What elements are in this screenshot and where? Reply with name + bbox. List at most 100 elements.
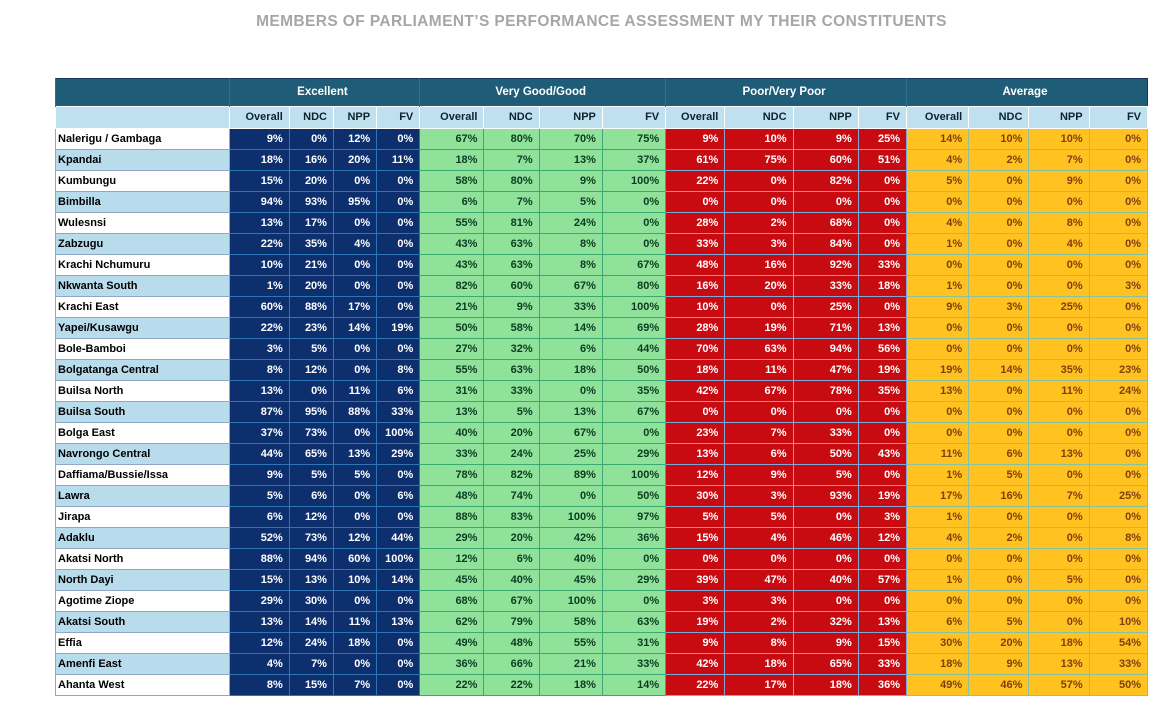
cell-average-npp: 0% xyxy=(1028,254,1090,276)
cell-excellent-ndc: 93% xyxy=(288,191,334,213)
cell-very_good_good-overall: 48% xyxy=(419,485,485,507)
cell-poor_very_poor-overall: 28% xyxy=(665,212,726,234)
cell-excellent-ndc: 12% xyxy=(288,506,334,528)
cell-very_good_good-ndc: 58% xyxy=(483,317,540,339)
cell-average-overall: 1% xyxy=(905,569,970,591)
cell-poor_very_poor-fv: 0% xyxy=(857,296,907,318)
cell-excellent-fv: 0% xyxy=(376,674,421,696)
constituency-name: Adaklu xyxy=(55,527,230,549)
table-row: Effia 12% 24% 18% 0% 49% 48% 55% 31% 9% 8% 9% 15% 30%… xyxy=(55,632,1149,654)
cell-excellent-npp: 13% xyxy=(332,443,378,465)
cell-excellent-ndc: 73% xyxy=(288,422,334,444)
cell-poor_very_poor-npp: 46% xyxy=(792,527,859,549)
cell-average-fv: 0% xyxy=(1088,191,1149,213)
cell-poor_very_poor-npp: 18% xyxy=(792,674,859,696)
cell-excellent-fv: 13% xyxy=(376,611,421,633)
cell-average-overall: 5% xyxy=(905,170,970,192)
cell-poor_very_poor-fv: 0% xyxy=(857,548,907,570)
constituency-name: Akatsi North xyxy=(55,548,230,570)
group-header-excellent: Excellent xyxy=(228,78,420,107)
cell-poor_very_poor-npp: 5% xyxy=(792,464,859,486)
cell-very_good_good-overall: 21% xyxy=(419,296,485,318)
constituency-name: Bolga East xyxy=(55,422,230,444)
cell-average-fv: 0% xyxy=(1088,401,1149,423)
constituency-name: Agotime Ziope xyxy=(55,590,230,612)
cell-average-ndc: 0% xyxy=(968,548,1030,570)
cell-very_good_good-ndc: 79% xyxy=(483,611,540,633)
cell-excellent-overall: 44% xyxy=(228,443,290,465)
cell-poor_very_poor-ndc: 75% xyxy=(724,149,794,171)
constituency-name: Kumbungu xyxy=(55,170,230,192)
page-title: MEMBERS OF PARLIAMENT’S PERFORMANCE ASSE… xyxy=(256,13,947,30)
cell-excellent-ndc: 5% xyxy=(288,338,334,360)
cell-poor_very_poor-ndc: 3% xyxy=(724,233,794,255)
cell-excellent-ndc: 23% xyxy=(288,317,334,339)
cell-excellent-npp: 0% xyxy=(332,422,378,444)
cell-poor_very_poor-overall: 42% xyxy=(665,380,726,402)
cell-excellent-fv: 11% xyxy=(376,149,421,171)
constituency-name: Navrongo Central xyxy=(55,443,230,465)
cell-poor_very_poor-ndc: 9% xyxy=(724,464,794,486)
cell-very_good_good-overall: 22% xyxy=(419,674,485,696)
cell-poor_very_poor-overall: 13% xyxy=(665,443,726,465)
cell-very_good_good-fv: 29% xyxy=(601,443,667,465)
constituency-name: Bimbilla xyxy=(55,191,230,213)
cell-excellent-ndc: 94% xyxy=(288,548,334,570)
cell-average-ndc: 0% xyxy=(968,422,1030,444)
cell-excellent-fv: 33% xyxy=(376,401,421,423)
cell-poor_very_poor-ndc: 17% xyxy=(724,674,794,696)
cell-poor_very_poor-overall: 30% xyxy=(665,485,726,507)
table-row: Akatsi North 88% 94% 60% 100% 12% 6% 40% 0% 0% 0% 0… xyxy=(55,548,1149,570)
cell-poor_very_poor-overall: 16% xyxy=(665,275,726,297)
table-row: Amenfi East 4% 7% 0% 0% 36% 66% 21% 33% 42% 18% 65%… xyxy=(55,653,1149,675)
cell-average-ndc: 3% xyxy=(968,296,1030,318)
cell-average-fv: 0% xyxy=(1088,443,1149,465)
cell-excellent-ndc: 30% xyxy=(288,590,334,612)
cell-very_good_good-npp: 100% xyxy=(538,506,603,528)
cell-poor_very_poor-fv: 18% xyxy=(857,275,907,297)
cell-very_good_good-ndc: 74% xyxy=(483,485,540,507)
cell-very_good_good-ndc: 22% xyxy=(483,674,540,696)
cell-excellent-ndc: 17% xyxy=(288,212,334,234)
cell-average-overall: 1% xyxy=(905,506,970,528)
cell-very_good_good-ndc: 5% xyxy=(483,401,540,423)
constituency-name: Builsa North xyxy=(55,380,230,402)
cell-excellent-fv: 0% xyxy=(376,170,421,192)
cell-poor_very_poor-npp: 0% xyxy=(792,506,859,528)
cell-poor_very_poor-fv: 35% xyxy=(857,380,907,402)
cell-poor_very_poor-overall: 0% xyxy=(665,401,726,423)
cell-average-overall: 17% xyxy=(905,485,970,507)
cell-poor_very_poor-fv: 3% xyxy=(857,506,907,528)
cell-very_good_good-npp: 25% xyxy=(538,443,603,465)
cell-excellent-fv: 0% xyxy=(376,653,421,675)
cell-excellent-overall: 22% xyxy=(228,233,290,255)
cell-average-ndc: 14% xyxy=(968,359,1030,381)
cell-excellent-npp: 88% xyxy=(332,401,378,423)
cell-excellent-overall: 12% xyxy=(228,632,290,654)
cell-poor_very_poor-overall: 12% xyxy=(665,464,726,486)
cell-average-fv: 0% xyxy=(1088,464,1149,486)
cell-very_good_good-npp: 89% xyxy=(538,464,603,486)
cell-excellent-fv: 19% xyxy=(376,317,421,339)
cell-excellent-fv: 100% xyxy=(376,422,421,444)
name-column-group-header xyxy=(55,78,230,107)
cell-average-overall: 4% xyxy=(905,149,970,171)
cell-average-ndc: 20% xyxy=(968,632,1030,654)
cell-average-npp: 5% xyxy=(1028,569,1090,591)
cell-poor_very_poor-ndc: 2% xyxy=(724,611,794,633)
cell-excellent-overall: 87% xyxy=(228,401,290,423)
table-row: Adaklu 52% 73% 12% 44% 29% 20% 42% 36% 15% 4% 46% 12… xyxy=(55,527,1149,549)
cell-poor_very_poor-fv: 19% xyxy=(857,359,907,381)
cell-excellent-npp: 7% xyxy=(332,674,378,696)
cell-very_good_good-ndc: 33% xyxy=(483,380,540,402)
cell-average-npp: 0% xyxy=(1028,506,1090,528)
cell-very_good_good-fv: 14% xyxy=(601,674,667,696)
cell-excellent-npp: 0% xyxy=(332,212,378,234)
cell-average-npp: 0% xyxy=(1028,317,1090,339)
cell-very_good_good-fv: 33% xyxy=(601,653,667,675)
cell-average-fv: 0% xyxy=(1088,212,1149,234)
cell-excellent-npp: 11% xyxy=(332,380,378,402)
cell-excellent-npp: 0% xyxy=(332,590,378,612)
cell-average-npp: 0% xyxy=(1028,527,1090,549)
constituency-name: Nalerigu / Gambaga xyxy=(55,128,230,150)
